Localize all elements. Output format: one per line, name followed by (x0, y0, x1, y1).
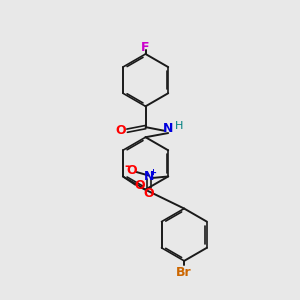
Text: O: O (144, 187, 154, 200)
Text: N: N (144, 170, 154, 183)
Text: O: O (135, 179, 146, 192)
Text: H: H (175, 121, 183, 131)
Text: N: N (163, 122, 173, 135)
Text: Br: Br (176, 266, 192, 279)
Text: -: - (124, 160, 129, 172)
Text: O: O (127, 164, 137, 177)
Text: +: + (149, 168, 156, 177)
Text: O: O (115, 124, 126, 137)
Text: F: F (141, 41, 150, 54)
